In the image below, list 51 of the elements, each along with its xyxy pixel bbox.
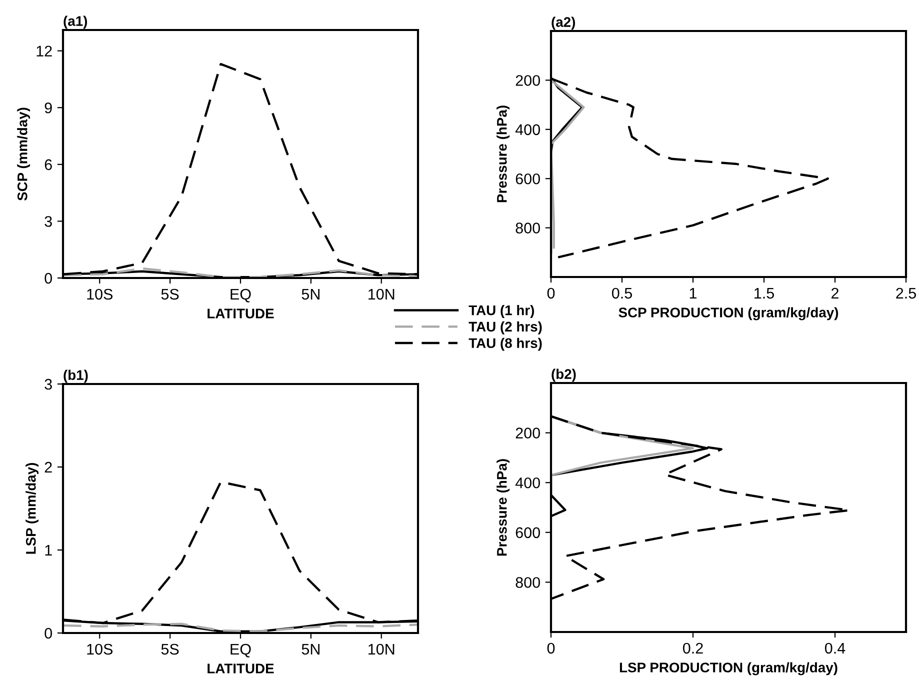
x-tick-label: 1 (690, 288, 697, 298)
y-axis-title: LSP (mm/day) (26, 463, 39, 554)
y-tick-label: 1 (45, 545, 52, 556)
y-axis-title: SCP (mm/day) (17, 108, 30, 201)
y-tick-label: 400 (515, 124, 540, 136)
x-tick-label: EQ (230, 644, 251, 658)
x-axis-title: LSP PRODUCTION (gram/kg/day) (620, 662, 838, 676)
y-tick-label: 0 (44, 272, 52, 284)
y-tick-label: 3 (44, 216, 52, 227)
chart-title: (b2) (552, 368, 576, 382)
y-tick-label: 12 (36, 46, 52, 56)
chart-title: (a1) (64, 16, 88, 29)
x-axis-title: SCP PRODUCTION (gram/kg/day) (618, 307, 838, 320)
legend-label: TAU (8 hrs) (468, 338, 542, 351)
y-tick-label: 200 (516, 428, 540, 438)
x-tick-label: 0 (547, 642, 555, 654)
x-tick-label: 0.2 (682, 642, 703, 654)
x-tick-label: 0.4 (824, 642, 846, 654)
y-tick-label: 6 (44, 159, 52, 170)
chart-title: (b1) (64, 370, 88, 383)
x-tick-label: 0 (547, 288, 555, 299)
y-tick-label: 9 (44, 102, 52, 114)
y-tick-label: 2 (44, 462, 52, 473)
x-tick-label: EQ (230, 288, 251, 302)
y-tick-label: 200 (516, 75, 540, 86)
x-tick-label: 1.5 (754, 288, 774, 299)
x-tick-label: 2 (832, 288, 838, 298)
x-tick-label: 5N (302, 644, 320, 655)
x-tick-label: 0.5 (612, 288, 632, 299)
legend-label: TAU (2 hrs) (468, 321, 542, 334)
y-axis-title: Pressure (hPa) (496, 459, 510, 556)
y-tick-label: 3 (44, 378, 52, 390)
x-tick-label: 2.5 (896, 288, 916, 299)
legend-label: TAU (1 hr) (468, 305, 534, 318)
x-tick-label: 10N (368, 644, 394, 655)
x-tick-label: 5S (161, 288, 179, 300)
x-tick-label: 5N (302, 288, 320, 300)
chart-title: (a2) (552, 16, 576, 30)
y-tick-label: 600 (516, 173, 540, 184)
x-axis-title: LATITUDE (208, 308, 274, 318)
y-tick-label: 400 (515, 477, 540, 488)
y-tick-label: 600 (516, 527, 540, 538)
y-tick-label: 800 (516, 222, 540, 234)
x-tick-label: 5S (161, 644, 179, 655)
x-tick-label: 10N (368, 288, 394, 300)
y-tick-label: 0 (44, 628, 52, 639)
x-tick-label: 10S (87, 288, 113, 300)
x-tick-label: 10S (87, 644, 113, 655)
x-axis-title: LATITUDE (208, 664, 274, 674)
y-tick-label: 800 (516, 577, 540, 588)
y-axis-title: Pressure (hPa) (496, 106, 510, 202)
